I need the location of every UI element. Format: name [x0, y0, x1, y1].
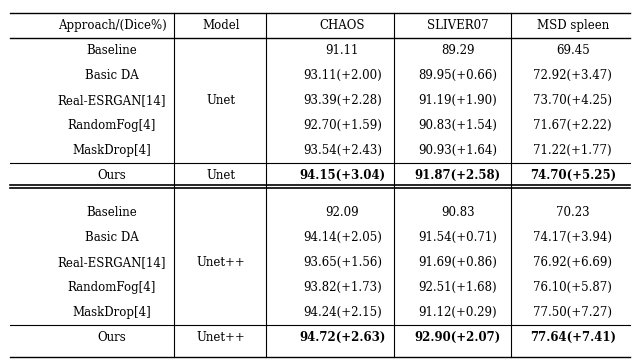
Text: Basic DA: Basic DA	[85, 231, 139, 244]
Text: 72.92(+3.47): 72.92(+3.47)	[533, 69, 612, 82]
Text: 92.09: 92.09	[326, 206, 359, 219]
Text: RandomFog[4]: RandomFog[4]	[68, 119, 156, 132]
Text: 70.23: 70.23	[556, 206, 589, 219]
Text: 91.19(+1.90): 91.19(+1.90)	[418, 94, 497, 107]
Text: 69.45: 69.45	[556, 44, 589, 57]
Text: 94.15(+3.04): 94.15(+3.04)	[300, 169, 385, 182]
Text: Real-ESRGAN[14]: Real-ESRGAN[14]	[58, 256, 166, 269]
Text: 93.65(+1.56): 93.65(+1.56)	[303, 256, 382, 269]
Text: Ours: Ours	[98, 169, 126, 182]
Text: Real-ESRGAN[14]: Real-ESRGAN[14]	[58, 94, 166, 107]
Text: 90.83: 90.83	[441, 206, 474, 219]
Text: Baseline: Baseline	[86, 44, 138, 57]
Text: 74.17(+3.94): 74.17(+3.94)	[533, 231, 612, 244]
Text: 94.24(+2.15): 94.24(+2.15)	[303, 306, 382, 319]
Text: CHAOS: CHAOS	[319, 19, 365, 32]
Text: Unet++: Unet++	[196, 331, 245, 344]
Text: 93.82(+1.73): 93.82(+1.73)	[303, 281, 382, 294]
Text: Unet++: Unet++	[196, 256, 245, 269]
Text: 77.64(+7.41): 77.64(+7.41)	[530, 331, 616, 344]
Text: Unet: Unet	[206, 94, 236, 107]
Text: 93.11(+2.00): 93.11(+2.00)	[303, 69, 382, 82]
Text: Ours: Ours	[98, 331, 126, 344]
Text: 92.90(+2.07): 92.90(+2.07)	[415, 331, 500, 344]
Text: SLIVER07: SLIVER07	[427, 19, 488, 32]
Text: 93.39(+2.28): 93.39(+2.28)	[303, 94, 382, 107]
Text: 73.70(+4.25): 73.70(+4.25)	[533, 94, 612, 107]
Text: 77.50(+7.27): 77.50(+7.27)	[533, 306, 612, 319]
Text: 74.70(+5.25): 74.70(+5.25)	[530, 169, 616, 182]
Text: 76.10(+5.87): 76.10(+5.87)	[533, 281, 612, 294]
Text: 90.83(+1.54): 90.83(+1.54)	[418, 119, 497, 132]
Text: Unet: Unet	[206, 169, 236, 182]
Text: 71.22(+1.77): 71.22(+1.77)	[534, 144, 612, 157]
Text: 91.11: 91.11	[326, 44, 359, 57]
Text: 94.14(+2.05): 94.14(+2.05)	[303, 231, 382, 244]
Text: 94.72(+2.63): 94.72(+2.63)	[300, 331, 385, 344]
Text: 91.87(+2.58): 91.87(+2.58)	[415, 169, 500, 182]
Text: 91.54(+0.71): 91.54(+0.71)	[418, 231, 497, 244]
Text: 76.92(+6.69): 76.92(+6.69)	[533, 256, 612, 269]
Text: 93.54(+2.43): 93.54(+2.43)	[303, 144, 382, 157]
Text: Baseline: Baseline	[86, 206, 138, 219]
Text: 92.70(+1.59): 92.70(+1.59)	[303, 119, 382, 132]
Text: 89.95(+0.66): 89.95(+0.66)	[418, 69, 497, 82]
Text: 91.12(+0.29): 91.12(+0.29)	[419, 306, 497, 319]
Text: 91.69(+0.86): 91.69(+0.86)	[418, 256, 497, 269]
Text: 89.29: 89.29	[441, 44, 474, 57]
Text: 92.51(+1.68): 92.51(+1.68)	[419, 281, 497, 294]
Text: 71.67(+2.22): 71.67(+2.22)	[534, 119, 612, 132]
Text: MaskDrop[4]: MaskDrop[4]	[72, 144, 152, 157]
Text: Basic DA: Basic DA	[85, 69, 139, 82]
Text: MaskDrop[4]: MaskDrop[4]	[72, 306, 152, 319]
Text: Model: Model	[202, 19, 239, 32]
Text: RandomFog[4]: RandomFog[4]	[68, 281, 156, 294]
Text: 90.93(+1.64): 90.93(+1.64)	[418, 144, 497, 157]
Text: Approach/(Dice%): Approach/(Dice%)	[58, 19, 166, 32]
Text: MSD spleen: MSD spleen	[537, 19, 609, 32]
